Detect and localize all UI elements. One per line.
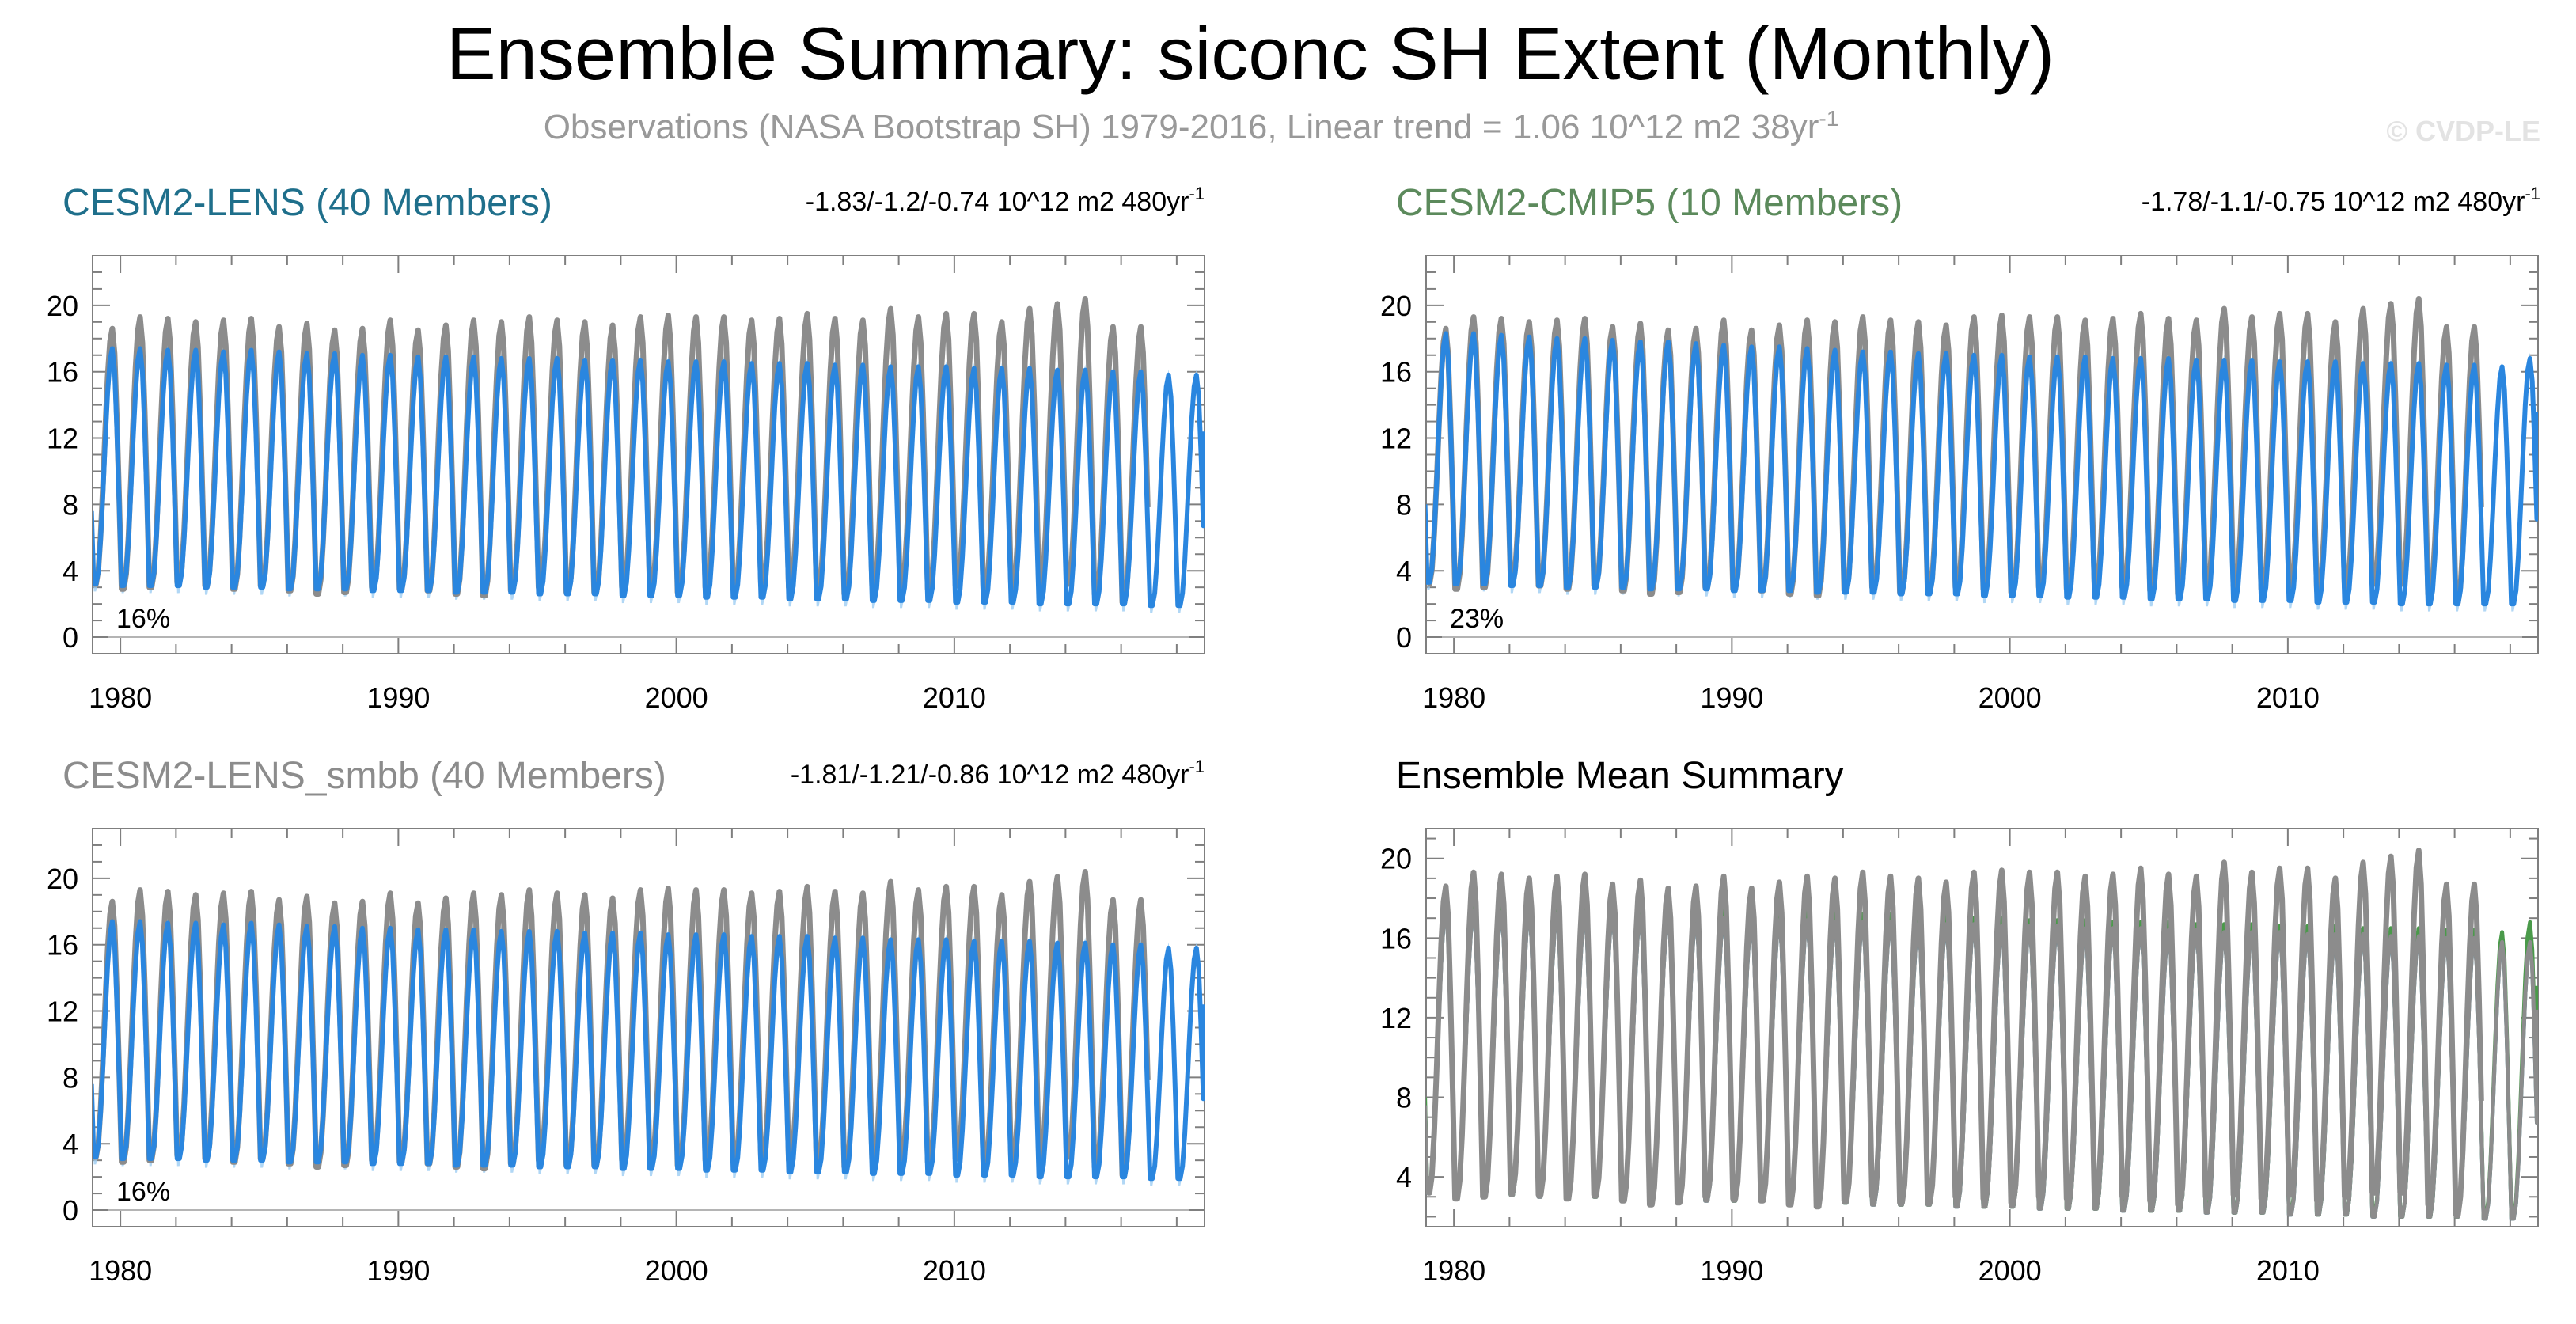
x-tick-label: 1980 [89,1254,152,1287]
x-tick-label: 2000 [1978,1254,2042,1287]
x-tick-label: 1990 [1700,1254,1763,1287]
y-tick-label: 16 [47,356,78,389]
plot-area [1426,296,2538,612]
panel-title: Ensemble Mean Summary [1396,755,1844,797]
y-tick-label: 20 [47,863,78,895]
subtitle-superscript: -1 [1819,106,1838,131]
panel-cesm2-cmip5: CESM2-CMIP5 (10 Members) -1.78/-1.1/-0.75… [1380,182,2540,714]
percent-label: 23% [1450,604,1504,634]
x-tick-label: 2000 [1978,681,2042,714]
panel-stat: -1.83/-1.2/-0.74 10^12 m2 480yr-1 [806,184,1205,217]
y-tick-label: 0 [1396,621,1412,654]
x-tick-label: 1980 [1422,1254,1485,1287]
y-tick-label: 20 [1380,290,1412,322]
x-tick-label: 2010 [923,681,986,714]
y-tick-label: 4 [1396,1161,1412,1193]
subtitle-text: Observations (NASA Bootstrap SH) 1979-20… [544,108,1819,146]
panel-title: CESM2-LENS (40 Members) [63,182,552,224]
panel-stat-text: -1.78/-1.1/-0.75 10^12 m2 480yr [2142,187,2525,217]
x-tick-label: 2000 [645,1254,708,1287]
panel-cesm2-lens: CESM2-LENS (40 Members) -1.83/-1.2/-0.74 … [47,182,1205,714]
panel-cesm2-lens-smbb: CESM2-LENS_smbb (40 Members) -1.81/-1.21/… [47,755,1205,1287]
main-title: Ensemble Summary: siconc SH Extent (Mont… [446,12,2054,95]
percent-label: 16% [116,1177,170,1207]
panel-title: CESM2-CMIP5 (10 Members) [1396,182,1903,224]
y-tick-label: 20 [1380,843,1412,875]
x-tick-label: 1990 [1700,681,1763,714]
plot-area [1426,848,2538,1221]
subtitle: Observations (NASA Bootstrap SH) 1979-20… [544,106,1839,146]
panel-title: CESM2-LENS_smbb (40 Members) [63,755,666,797]
y-tick-label: 8 [63,1061,78,1094]
ensemble-mean-line [93,919,1205,1182]
y-tick-label: 20 [47,290,78,322]
y-tick-label: 4 [63,1128,78,1160]
x-tick-label: 1980 [1422,681,1485,714]
panel-stat-text: -1.83/-1.2/-0.74 10^12 m2 480yr [806,187,1189,217]
x-tick-label: 2000 [645,681,708,714]
y-tick-label: 0 [63,621,78,654]
panels-layer: CESM2-LENS (40 Members) -1.83/-1.2/-0.74 … [47,182,2540,1287]
panel-stat-superscript: -1 [1189,757,1205,776]
y-tick-label: 12 [1380,423,1412,455]
x-tick-label: 2010 [923,1254,986,1287]
y-tick-label: 16 [1380,922,1412,954]
y-tick-label: 16 [1380,356,1412,389]
y-tick-label: 4 [63,555,78,587]
y-tick-label: 4 [1396,555,1412,587]
y-tick-label: 12 [1380,1002,1412,1034]
x-tick-label: 2010 [2256,681,2320,714]
x-tick-label: 1990 [366,1254,430,1287]
x-tick-label: 1980 [89,681,152,714]
panel-stat-text: -1.81/-1.21/-0.86 10^12 m2 480yr [791,760,1189,790]
panel-stat: -1.81/-1.21/-0.86 10^12 m2 480yr-1 [791,757,1205,790]
y-tick-label: 8 [1396,1082,1412,1114]
ensemble-mean-line [93,346,1205,609]
panel-ensemble-mean-summary: Ensemble Mean Summary 4 8 12 16 20 1980 1990 200… [1380,755,2539,1287]
panel-stat-superscript: -1 [2525,184,2540,203]
plot-area [93,869,1205,1186]
x-tick-label: 2010 [2256,1254,2320,1287]
observations-line [1426,848,2484,1218]
ensemble-mean-line [1426,331,2538,607]
y-tick-label: 16 [47,929,78,962]
y-tick-label: 8 [1396,488,1412,521]
y-tick-label: 0 [63,1194,78,1227]
plot-area [93,296,1205,613]
panel-stat: -1.78/-1.1/-0.75 10^12 m2 480yr-1 [2142,184,2540,217]
watermark: © CVDP-LE [2386,115,2540,147]
y-tick-label: 12 [47,996,78,1028]
x-tick-label: 1990 [366,681,430,714]
panel-stat-superscript: -1 [1189,184,1205,203]
percent-label: 16% [116,604,170,634]
y-tick-label: 12 [47,423,78,455]
y-tick-label: 8 [63,488,78,521]
